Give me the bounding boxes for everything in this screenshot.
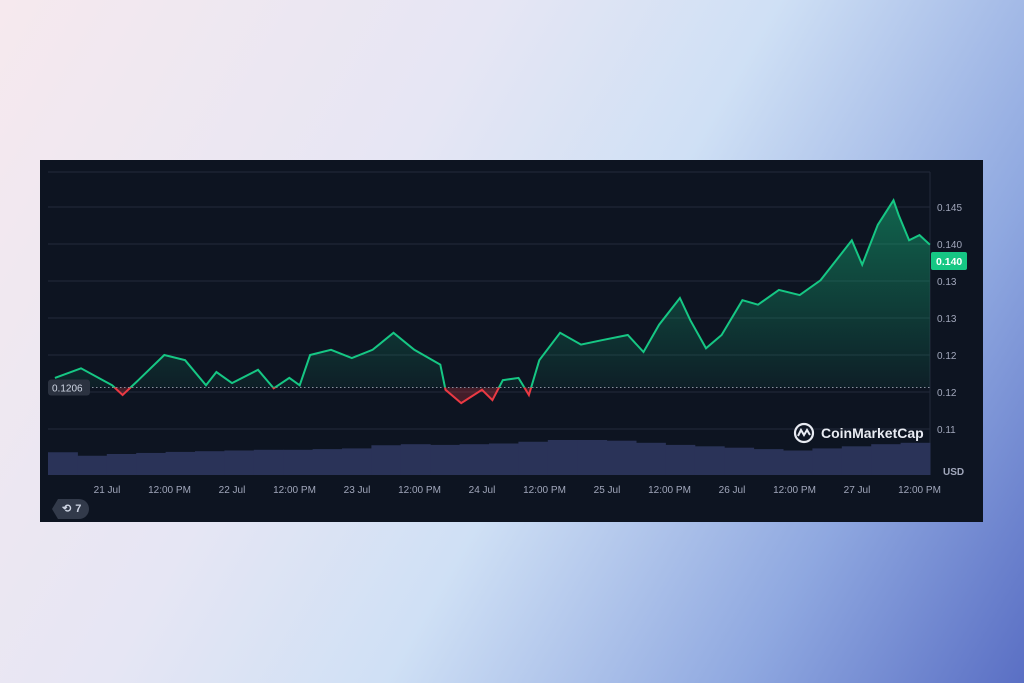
history-icon: ⟲ [62, 503, 72, 515]
volume-bar [724, 447, 755, 475]
volume-bar [165, 451, 196, 475]
baseline-tag [48, 379, 90, 396]
x-tick-label: 12:00 PM [773, 485, 816, 496]
volume-bar [283, 449, 314, 475]
volume-bar [253, 449, 284, 475]
x-tick-label: 12:00 PM [273, 485, 316, 496]
price-chart[interactable]: 0.145 0.140 0.13 0.13 0.12 0.12 0.11 USD 21 Jul 1… [40, 160, 983, 522]
price-chart-card: 0.145 0.140 0.13 0.13 0.12 0.12 0.11 USD 21 Jul 1… [40, 160, 983, 522]
coinmarketcap-logo-icon [793, 422, 815, 444]
x-tick-label: 23 Jul [344, 485, 371, 496]
volume-bar [342, 448, 372, 475]
y-tick-label: 0.12 [937, 388, 957, 399]
y-tick-label: 0.140 [937, 240, 962, 251]
x-tick-label: 12:00 PM [398, 485, 441, 496]
watermark-text: CoinMarketCap [821, 425, 924, 441]
currency-label: USD [943, 467, 964, 478]
x-tick-label: 27 Jul [844, 485, 871, 496]
price-area-up [54, 200, 930, 388]
volume-bar [106, 454, 137, 475]
y-tick-label: 0.145 [937, 203, 962, 214]
volume-bars [48, 440, 931, 475]
volume-bar [841, 446, 872, 475]
y-tick-label: 0.13 [937, 314, 957, 325]
y-tick-label: 0.13 [937, 277, 957, 288]
x-tick-label: 25 Jul [594, 485, 621, 496]
volume-bar [547, 440, 578, 475]
volume-bar [195, 451, 225, 475]
volume-bar [900, 442, 931, 475]
volume-bar [371, 445, 402, 475]
volume-bar [812, 448, 843, 475]
volume-bar [459, 444, 490, 475]
volume-bar [783, 450, 813, 475]
x-tick-label: 21 Jul [94, 485, 121, 496]
x-tick-label: 24 Jul [469, 485, 496, 496]
x-tick-label: 26 Jul [719, 485, 746, 496]
price-line-up [54, 198, 931, 388]
current-price-label: 0.140 [936, 256, 962, 268]
volume-bar [871, 444, 902, 475]
price-area-down [54, 387, 930, 404]
current-price-tag [931, 252, 967, 270]
x-tick-label: 22 Jul [219, 485, 246, 496]
baseline-tag-label: 0.1206 [52, 384, 83, 395]
coinmarketcap-watermark: CoinMarketCap [793, 422, 924, 444]
volume-bar [224, 450, 255, 475]
volume-bar [636, 442, 666, 475]
x-tick-label: 12:00 PM [898, 485, 941, 496]
y-tick-label: 0.11 [937, 425, 956, 436]
volume-bar [665, 444, 696, 475]
volume-bar [430, 444, 461, 475]
volume-bar [77, 455, 108, 475]
x-tick-label: 12:00 PM [523, 485, 566, 496]
volume-bar [136, 452, 167, 475]
volume-bar [606, 440, 637, 475]
volume-bar [577, 440, 608, 475]
volume-bar [400, 444, 431, 475]
history-count: 7 [75, 503, 82, 515]
volume-bar [48, 452, 78, 475]
x-tick-label: 12:00 PM [148, 485, 191, 496]
history-badge[interactable]: ⟲ 7 [52, 499, 90, 519]
volume-bar [753, 449, 784, 475]
x-tick-label: 12:00 PM [648, 485, 691, 496]
volume-bar [489, 443, 519, 475]
y-tick-label: 0.12 [937, 351, 957, 362]
volume-bar [694, 446, 725, 475]
volume-bar [518, 441, 549, 475]
volume-bar [312, 449, 343, 475]
